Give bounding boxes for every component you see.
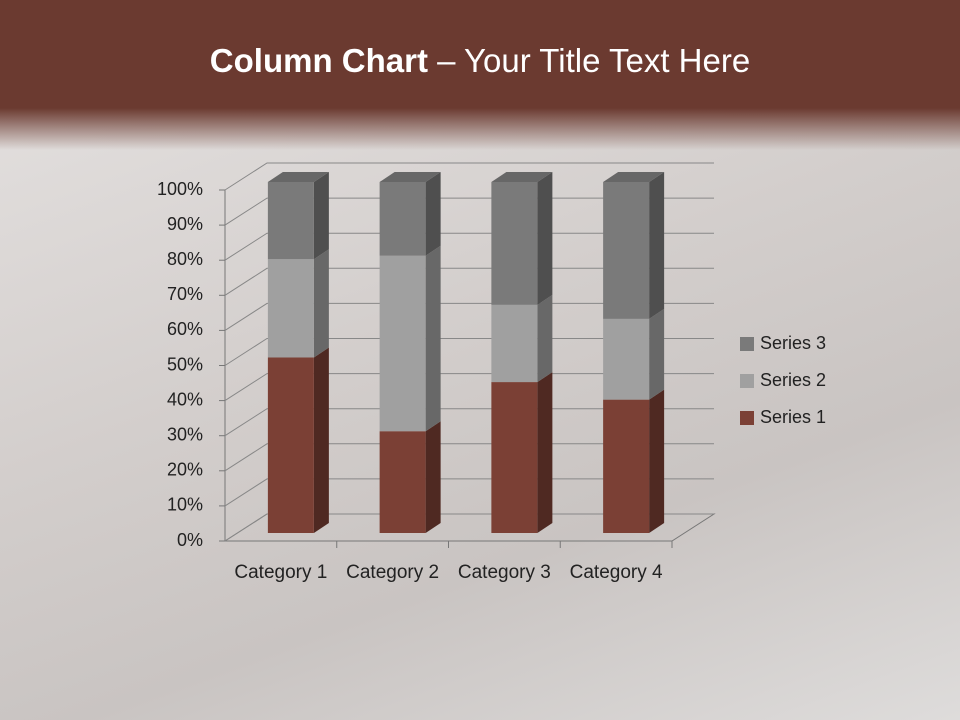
grid-line: [224, 408, 714, 437]
bar-top: [491, 172, 553, 182]
y-tick-label: 0%: [177, 530, 203, 550]
y-tick-label: 70%: [167, 284, 203, 304]
grid-line: [224, 373, 714, 402]
legend-swatch: [740, 337, 754, 351]
bar: [603, 182, 650, 319]
bar-side: [425, 172, 441, 256]
y-tick-label: 10%: [167, 495, 203, 515]
bar-side: [537, 372, 553, 533]
y-tick-label: 30%: [167, 424, 203, 444]
grid-line: [224, 443, 714, 472]
bar: [267, 357, 314, 533]
bar: [491, 304, 538, 383]
bar-side: [537, 172, 553, 305]
bar: [267, 182, 314, 260]
x-tick-label: Category 2: [346, 562, 440, 583]
grid-line: [224, 197, 714, 226]
bar: [491, 382, 538, 533]
bar-side: [313, 347, 329, 533]
x-tick-label: Category 1: [234, 562, 328, 583]
bar: [267, 259, 314, 358]
bar-side: [649, 308, 665, 400]
title: Column Chart – Your Title Text Here: [0, 42, 960, 80]
grid-line: [224, 338, 714, 366]
x-tick-label: Category 3: [457, 562, 551, 583]
bar-top: [379, 172, 441, 182]
bar-side: [537, 294, 553, 383]
legend-label: Series 2: [760, 370, 826, 390]
y-tick-label: 50%: [167, 354, 203, 374]
grid-line: [224, 302, 714, 331]
header: [0, 0, 960, 150]
legend-label: Series 1: [760, 407, 826, 427]
bar-side: [425, 421, 441, 533]
bar: [379, 431, 426, 533]
grid-line: [224, 267, 714, 296]
legend-label: Series 3: [760, 333, 826, 353]
y-tick-label: 60%: [167, 319, 203, 339]
bar: [491, 182, 538, 305]
bar: [603, 318, 650, 400]
legend-swatch: [740, 411, 754, 425]
grid-line: [224, 478, 714, 507]
bar: [603, 399, 650, 533]
y-tick-label: 20%: [167, 460, 203, 480]
bar-side: [649, 172, 665, 319]
bar-side: [313, 172, 329, 260]
bar-side: [649, 389, 665, 533]
title-rest: – Your Title Text Here: [437, 42, 751, 79]
title-bold: Column Chart: [209, 42, 428, 79]
grid-line: [224, 232, 714, 261]
legend-swatch: [740, 374, 754, 388]
x-tick-label: Category 4: [569, 562, 663, 583]
bar-side: [425, 245, 441, 432]
bar-top: [603, 172, 665, 182]
grid-line: [224, 162, 714, 191]
bar: [379, 255, 426, 432]
y-tick-label: 80%: [167, 249, 203, 269]
y-tick-label: 90%: [167, 214, 203, 234]
y-tick-label: 100%: [157, 179, 203, 199]
bar: [379, 182, 426, 256]
bar-side: [313, 249, 329, 358]
grid-line: [224, 513, 714, 542]
y-tick-label: 40%: [167, 389, 203, 409]
bar-top: [267, 172, 329, 182]
